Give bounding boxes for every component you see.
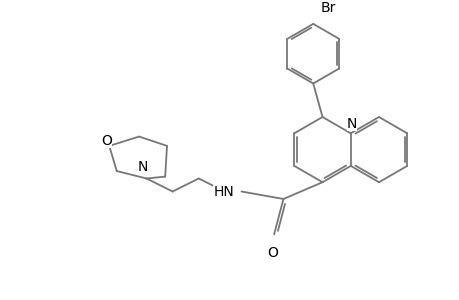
Text: O: O [101,134,112,148]
Text: N: N [137,160,148,174]
Text: O: O [266,245,277,260]
Text: N: N [346,118,356,131]
Text: Br: Br [320,1,336,15]
Text: HN: HN [213,184,234,199]
